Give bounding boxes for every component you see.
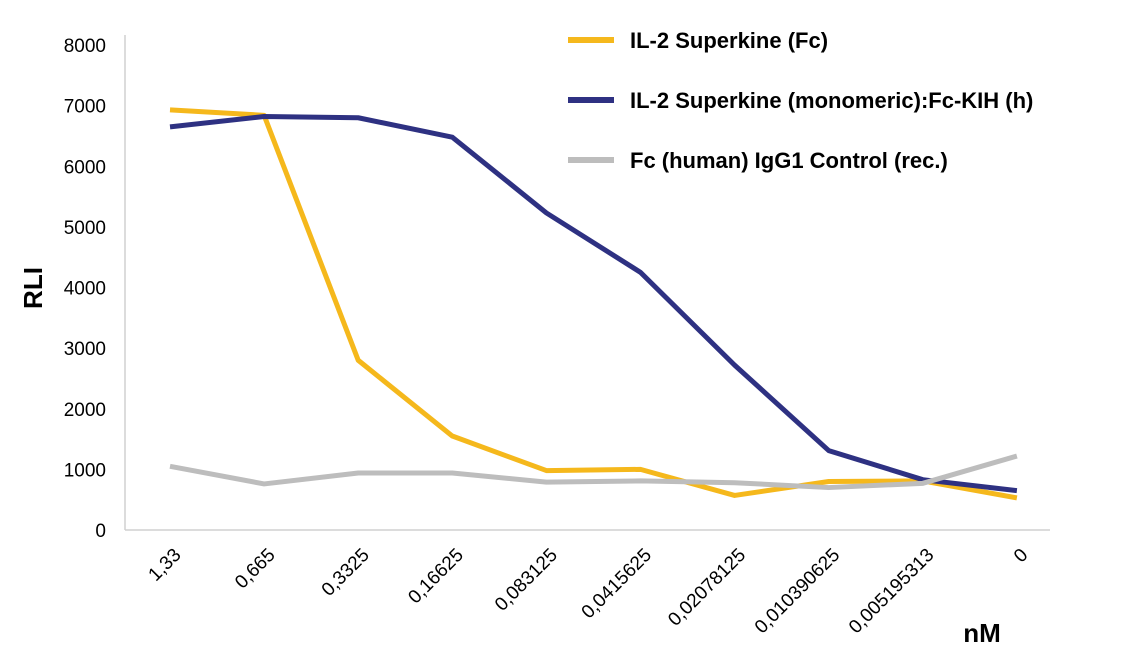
y-axis-title: RLI	[18, 267, 48, 309]
legend-label: IL-2 Superkine (monomeric):Fc-KIH (h)	[630, 88, 1033, 113]
x-tick-label: 0,3325	[318, 545, 374, 601]
legend-label: Fc (human) IgG1 Control (rec.)	[630, 148, 948, 173]
y-tick-label: 2000	[64, 400, 106, 421]
x-axis-title: nM	[963, 618, 1001, 648]
series-line-2	[169, 114, 1018, 494]
legend-label: IL-2 Superkine (Fc)	[630, 28, 828, 53]
series-line-1	[169, 107, 1018, 501]
series-layer	[169, 107, 1018, 501]
series-line-3	[169, 453, 1018, 491]
x-tick-label: 0,665	[231, 545, 279, 593]
y-tick-label: 4000	[64, 279, 106, 300]
y-tick-label: 5000	[64, 218, 106, 239]
x-tick-label: 0,02078125	[664, 545, 750, 631]
x-tick-label: 0,16625	[404, 545, 467, 608]
y-tick-label: 6000	[64, 157, 106, 178]
y-axis: 0 1000 2000 3000 4000 5000 6000 7000 8000	[64, 35, 126, 542]
x-axis: 1,33 0,665 0,3325 0,16625 0,083125 0,0415625 0…	[125, 529, 1050, 638]
y-tick-label: 7000	[64, 97, 106, 118]
x-tick-label: 0,0415625	[578, 545, 656, 623]
y-tick-label: 3000	[64, 339, 106, 360]
x-tick-label: 1,33	[145, 545, 186, 586]
x-tick-label: 0,083125	[491, 545, 562, 616]
legend: IL-2 Superkine (Fc) IL-2 Superkine (monom…	[568, 28, 1033, 173]
y-tick-label: 8000	[64, 36, 106, 57]
x-tick-label: 0,005195313	[845, 545, 938, 638]
x-tick-label: 0,010390625	[751, 545, 844, 638]
y-tick-label: 1000	[64, 460, 106, 481]
y-tick-label: 0	[95, 521, 106, 542]
x-tick-label: 0	[1010, 545, 1032, 567]
